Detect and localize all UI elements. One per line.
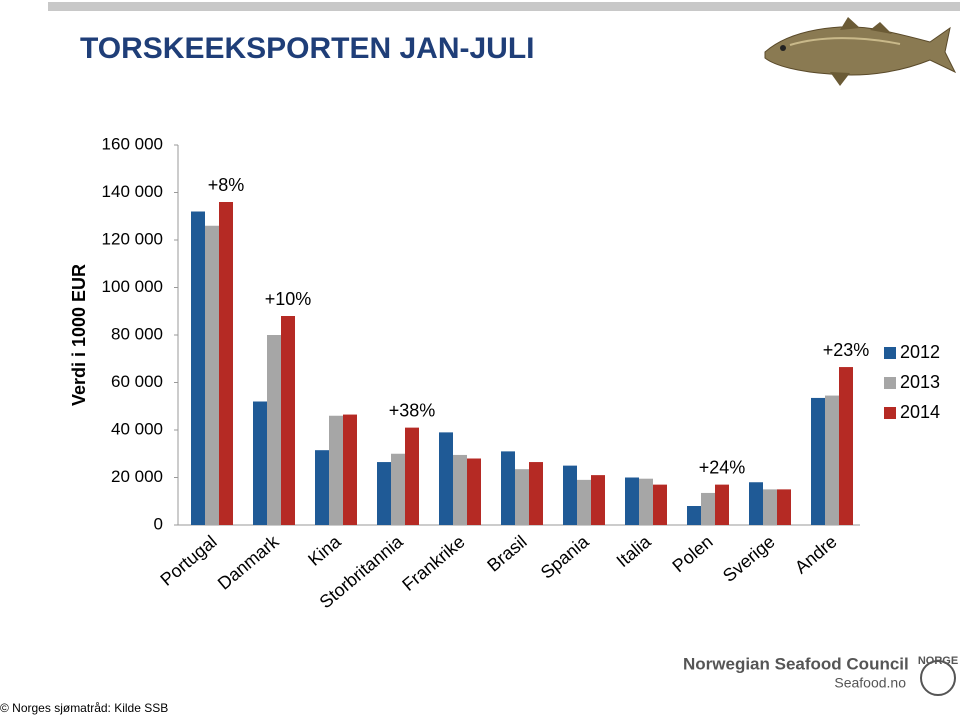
x-tick-label: Brasil bbox=[483, 531, 530, 575]
bar bbox=[639, 478, 653, 525]
website: Seafood.no bbox=[834, 675, 906, 691]
y-tick-label: 160 000 bbox=[102, 134, 163, 153]
y-tick-label: 40 000 bbox=[111, 419, 163, 438]
bar bbox=[205, 225, 219, 525]
chart-title: TORSKEEKSPORTEN JAN-JULI bbox=[80, 32, 535, 65]
legend-swatch bbox=[884, 377, 896, 389]
bar bbox=[777, 489, 791, 525]
x-tick-label: Kina bbox=[304, 531, 345, 570]
logo-ring bbox=[920, 660, 956, 696]
y-tick-label: 140 000 bbox=[102, 182, 163, 201]
annotation: +23% bbox=[823, 340, 870, 360]
bar bbox=[591, 475, 605, 525]
bar bbox=[453, 454, 467, 525]
bar bbox=[219, 202, 233, 525]
x-tick-label: Polen bbox=[668, 531, 716, 576]
bar bbox=[501, 451, 515, 525]
bar bbox=[377, 462, 391, 525]
x-tick-label: Frankrike bbox=[398, 531, 468, 595]
logo-text: NORGE bbox=[918, 655, 958, 667]
x-tick-label: Italia bbox=[613, 531, 656, 571]
bar bbox=[515, 469, 529, 525]
x-tick-label: Danmark bbox=[214, 531, 284, 594]
bar bbox=[191, 211, 205, 525]
bar bbox=[715, 484, 729, 525]
bar bbox=[329, 415, 343, 525]
y-tick-label: 60 000 bbox=[111, 372, 163, 391]
bar bbox=[839, 367, 853, 525]
bar bbox=[439, 432, 453, 525]
bar bbox=[467, 458, 481, 525]
y-tick-label: 100 000 bbox=[102, 277, 163, 296]
bar bbox=[343, 414, 357, 525]
legend-swatch bbox=[884, 347, 896, 359]
source-note: © Norges sjømatråd: Kilde SSB bbox=[0, 701, 168, 715]
bar bbox=[825, 395, 839, 525]
bar bbox=[281, 316, 295, 525]
bar bbox=[701, 492, 715, 525]
bar bbox=[749, 482, 763, 525]
bar bbox=[267, 335, 281, 525]
y-tick-label: 120 000 bbox=[102, 229, 163, 248]
bar bbox=[405, 427, 419, 525]
bar bbox=[563, 465, 577, 525]
bar bbox=[253, 401, 267, 525]
y-axis-label: Verdi i 1000 EUR bbox=[69, 264, 89, 406]
y-tick-label: 80 000 bbox=[111, 324, 163, 343]
bar bbox=[687, 506, 701, 525]
bar bbox=[529, 462, 543, 525]
annotation: +24% bbox=[699, 457, 746, 477]
legend-label: 2013 bbox=[900, 372, 940, 392]
bar bbox=[391, 453, 405, 525]
bar bbox=[811, 397, 825, 525]
brand-name: Norwegian Seafood Council bbox=[683, 654, 909, 673]
x-tick-label: Spania bbox=[537, 531, 594, 583]
bar bbox=[577, 479, 591, 525]
legend-swatch bbox=[884, 407, 896, 419]
annotation: +38% bbox=[389, 400, 436, 420]
bar bbox=[653, 484, 667, 525]
top-bar bbox=[48, 2, 960, 11]
x-tick-label: Andre bbox=[791, 531, 841, 577]
fish-illustration bbox=[764, 17, 957, 86]
bar bbox=[763, 489, 777, 525]
x-tick-label: Sverige bbox=[719, 531, 779, 586]
bar bbox=[625, 477, 639, 525]
y-tick-label: 0 bbox=[154, 514, 163, 533]
annotation: +8% bbox=[208, 175, 245, 195]
legend-label: 2014 bbox=[900, 402, 940, 422]
annotation: +10% bbox=[265, 289, 312, 309]
y-tick-label: 20 000 bbox=[111, 467, 163, 486]
bar bbox=[315, 450, 329, 525]
x-tick-label: Portugal bbox=[156, 531, 220, 589]
legend-label: 2012 bbox=[900, 342, 940, 362]
